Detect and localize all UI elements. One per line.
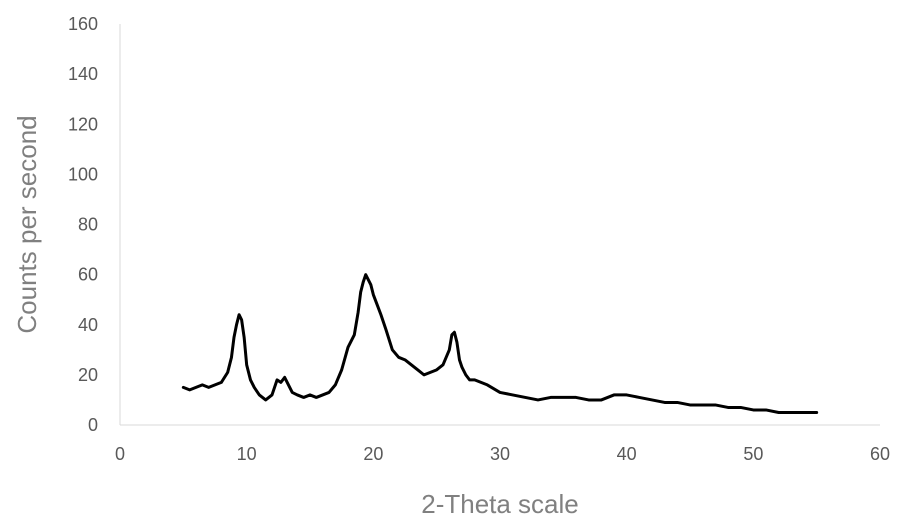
axes-layer — [119, 24, 880, 426]
x-tick-label: 20 — [363, 444, 383, 464]
x-tick-label: 50 — [743, 444, 763, 464]
y-tick-label: 60 — [78, 265, 98, 285]
y-tick-label: 140 — [68, 64, 98, 84]
x-axis-title: 2-Theta scale — [421, 489, 579, 519]
y-tick-label: 40 — [78, 315, 98, 335]
x-tick-label: 40 — [617, 444, 637, 464]
series-layer — [181, 273, 819, 414]
x-tick-label: 10 — [237, 444, 257, 464]
x-tick-label: 0 — [115, 444, 125, 464]
y-tick-label: 20 — [78, 365, 98, 385]
y-axis-title: Counts per second — [12, 115, 42, 333]
y-tick-label: 120 — [68, 114, 98, 134]
x-tick-label: 30 — [490, 444, 510, 464]
y-tick-label: 100 — [68, 164, 98, 184]
tick-labels-layer: 0 20 40 60 80 100 120 140 160 0 10 20 30 40 50 60 — [68, 14, 890, 464]
y-tick-label: 80 — [78, 215, 98, 235]
y-tick-label: 160 — [68, 14, 98, 34]
y-tick-label: 0 — [88, 415, 98, 435]
x-tick-label: 60 — [870, 444, 890, 464]
xrd-series-line — [181, 273, 819, 414]
